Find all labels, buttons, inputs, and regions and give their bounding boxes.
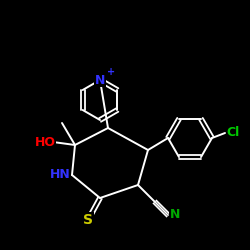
Text: HO: HO	[34, 136, 56, 148]
Text: N: N	[170, 208, 180, 222]
Text: N: N	[95, 74, 105, 86]
Text: Cl: Cl	[226, 126, 239, 140]
Text: S: S	[83, 213, 93, 227]
Text: HN: HN	[50, 168, 70, 181]
Text: +: +	[107, 67, 115, 77]
